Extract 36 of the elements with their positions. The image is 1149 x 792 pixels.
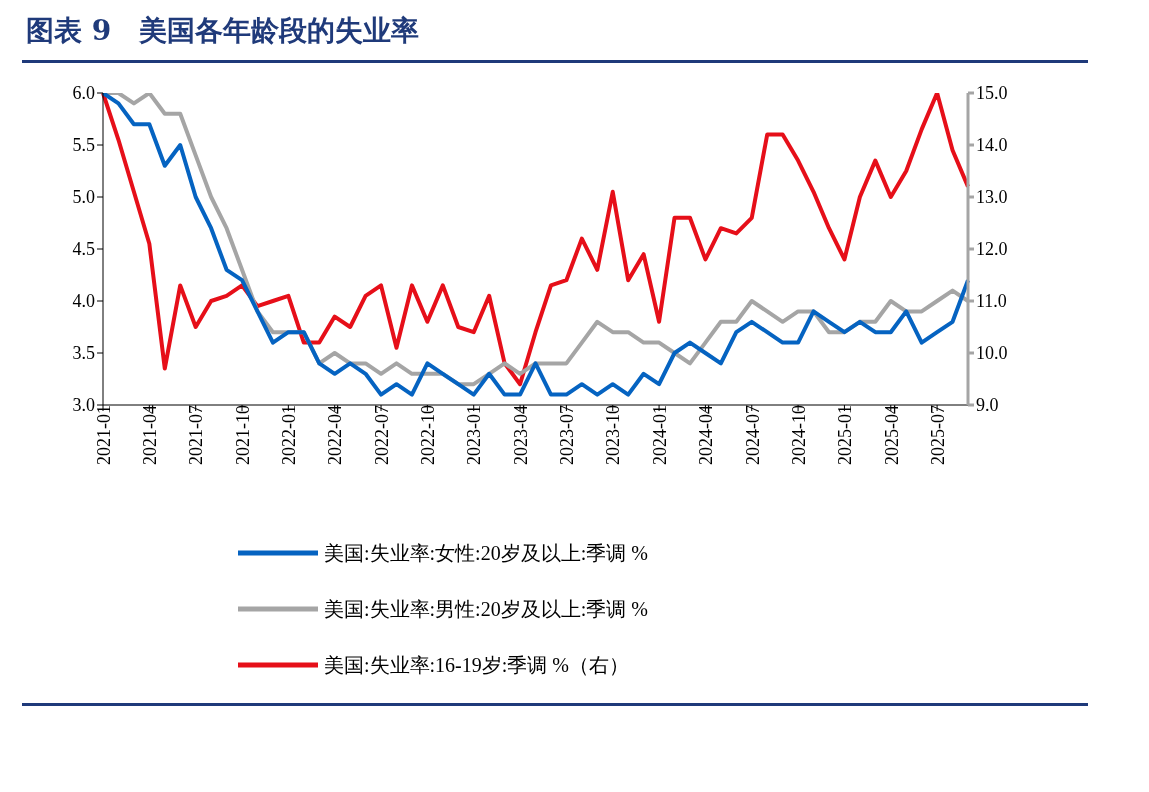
x-tick-label: 2022-07 [371,405,392,465]
y2-tick-label: 10.0 [976,343,1008,364]
x-tick-label: 2023-04 [510,405,531,465]
y2-tick-label: 15.0 [976,83,1008,104]
y-tick-label: 4.5 [72,239,95,260]
x-tick-label: 2021-07 [186,405,207,465]
y-tick-label: 5.5 [72,135,95,156]
x-tick-label: 2024-01 [649,405,670,465]
x-tick-label: 2023-10 [603,405,624,465]
y2-tick-label: 11.0 [976,291,1007,312]
x-tick-label: 2024-04 [696,405,717,465]
x-tick-label: 2025-04 [881,405,902,465]
legend-label: 美国:失业率:男性:20岁及以上:季调 % [324,596,648,622]
y-tick-label: 3.5 [72,343,95,364]
y2-tick-label: 13.0 [976,187,1008,208]
y2-tick-label: 12.0 [976,239,1008,260]
x-tick-label: 2025-01 [835,405,856,465]
x-tick-label: 2022-10 [418,405,439,465]
x-tick-label: 2024-10 [788,405,809,465]
x-tick-label: 2025-07 [927,405,948,465]
y-tick-label: 6.0 [72,83,95,104]
x-tick-label: 2023-01 [464,405,485,465]
y2-tick-label: 14.0 [976,135,1008,156]
x-tick-label: 2021-10 [232,405,253,465]
x-tick-label: 2023-07 [557,405,578,465]
y2-tick-label: 9.0 [976,395,999,416]
y-tick-label: 5.0 [72,187,95,208]
legend-label: 美国:失业率:16-19岁:季调 %（右） [324,652,629,678]
x-tick-label: 2022-01 [279,405,300,465]
x-tick-label: 2022-04 [325,405,346,465]
x-tick-label: 2024-07 [742,405,763,465]
x-tick-label: 2021-04 [140,405,161,465]
legend-label: 美国:失业率:女性:20岁及以上:季调 % [324,540,648,566]
y-tick-label: 3.0 [72,395,95,416]
chart-title: 图表 9 美国各年龄段的失业率 [25,13,421,49]
y-tick-label: 4.0 [72,291,95,312]
